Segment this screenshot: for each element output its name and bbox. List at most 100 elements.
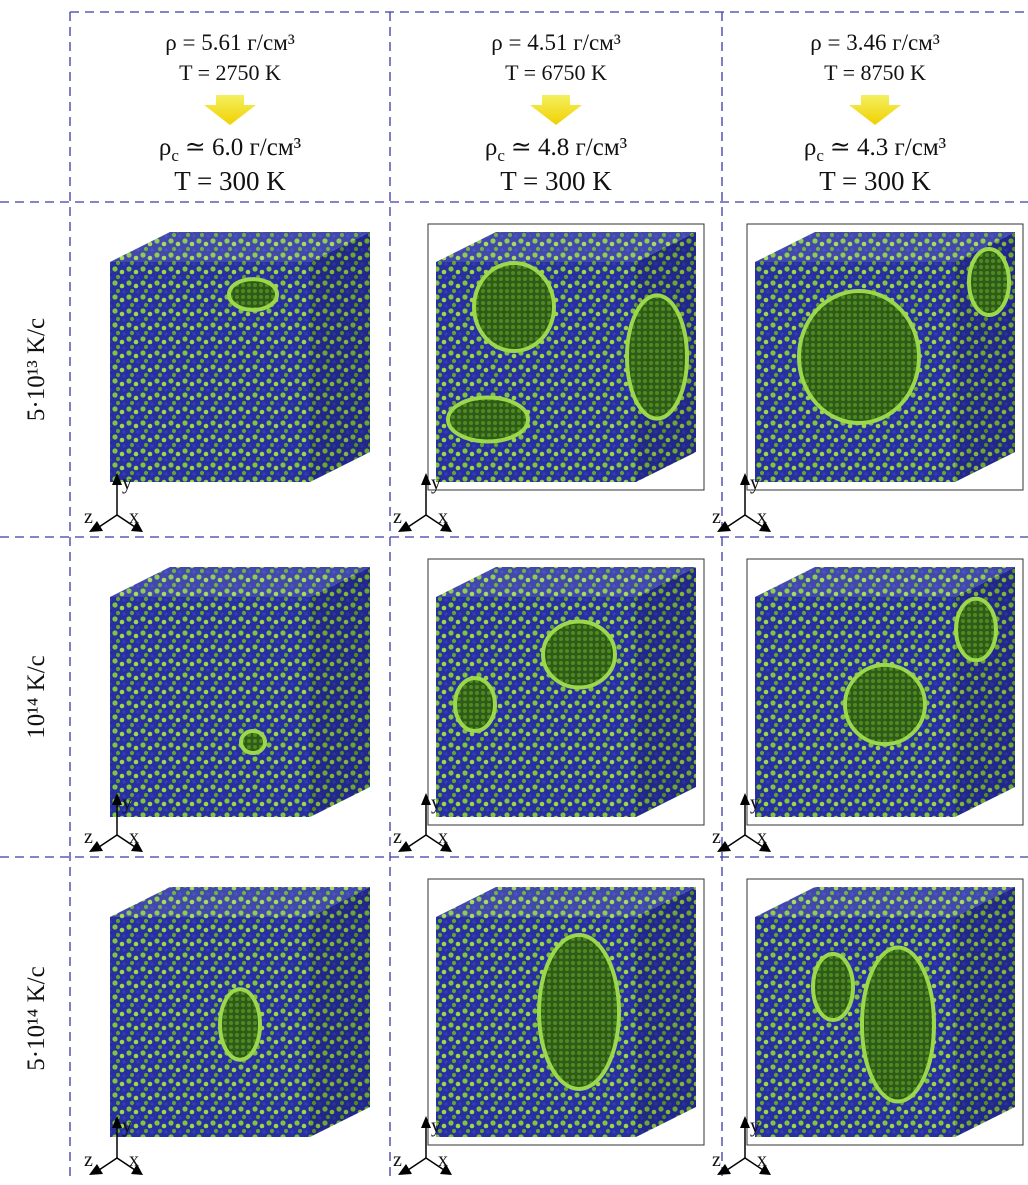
axis-label: z xyxy=(712,826,721,848)
axis-label: y xyxy=(122,792,132,814)
value: ≃ 4.3 г/см³ xyxy=(830,134,947,161)
density: ρ = 3.46 г/см³ xyxy=(810,30,940,55)
pore xyxy=(229,279,277,310)
density: ρ = 5.61 г/см³ xyxy=(165,30,295,55)
final-temperature: T = 300 K xyxy=(174,166,286,196)
pore xyxy=(969,249,1009,315)
temperature: T = 6750 K xyxy=(505,60,607,85)
axis-z xyxy=(99,515,117,527)
final-temperature: T = 300 K xyxy=(500,166,612,196)
axis-label: x xyxy=(438,826,448,848)
pore xyxy=(539,935,619,1089)
axis-label: y xyxy=(431,472,441,494)
axis-label: x xyxy=(757,506,767,528)
pore xyxy=(543,622,615,688)
axis-z xyxy=(727,515,745,527)
pore xyxy=(845,665,925,744)
final-density: ρc ≃ 4.3 г/см³ xyxy=(804,134,947,165)
axis-label: z xyxy=(712,1149,721,1171)
axis-label: z xyxy=(393,826,402,848)
pore xyxy=(956,599,996,661)
axis-z xyxy=(408,515,426,527)
subscript: c xyxy=(816,146,824,165)
symbol: ρ xyxy=(804,134,816,161)
axis-label: x xyxy=(129,506,139,528)
figure: ρ = 5.61 г/см³T = 2750 Kρc≃ 6.0 г/см³T =… xyxy=(0,0,1028,1180)
pore xyxy=(241,731,265,753)
subscript: c xyxy=(497,146,505,165)
simulation-cube: yx z xyxy=(393,559,704,852)
arrow-head xyxy=(421,1116,431,1128)
axis-label: y xyxy=(750,472,760,494)
simulation-cube: yx z xyxy=(393,879,704,1175)
axis-z xyxy=(99,1158,117,1170)
cube-side-shade xyxy=(310,887,370,1137)
cube-side-shade xyxy=(310,567,370,817)
pore xyxy=(799,291,919,423)
cube-side-shade xyxy=(310,232,370,482)
simulation-cube: yx z xyxy=(712,879,1023,1175)
final-temperature: T = 300 K xyxy=(819,166,931,196)
value: ≃ 6.0 г/см³ xyxy=(185,134,302,161)
axis-z xyxy=(99,835,117,847)
axis-label: y xyxy=(750,1115,760,1137)
pore xyxy=(813,954,853,1020)
axis-label: z xyxy=(84,506,93,528)
axis-label: z xyxy=(84,1149,93,1171)
axis-z xyxy=(727,1158,745,1170)
axis-label: z xyxy=(84,826,93,848)
cooling-arrow xyxy=(204,95,256,125)
arrow-head xyxy=(740,793,750,805)
axis-label: y xyxy=(122,472,132,494)
temperature: T = 2750 K xyxy=(179,60,281,85)
axis-label: x xyxy=(757,1149,767,1171)
arrow-head xyxy=(421,473,431,485)
axis-label: y xyxy=(431,1115,441,1137)
axis-z xyxy=(727,835,745,847)
cube-front xyxy=(110,262,310,482)
pore xyxy=(455,678,495,731)
pore xyxy=(862,948,934,1102)
axis-label: z xyxy=(712,506,721,528)
final-density: ρc ≃ 4.8 г/см³ xyxy=(485,134,628,165)
axis-label: x xyxy=(757,826,767,848)
simulation-cube: yx z xyxy=(84,232,370,532)
cube-side-shade xyxy=(955,887,1015,1137)
simulation-cube: yxz xyxy=(84,567,370,852)
symbol: ρ xyxy=(159,134,171,161)
cooling-rate: 5·10¹³ K/c xyxy=(23,318,50,421)
arrow-head xyxy=(421,793,431,805)
pore xyxy=(220,989,260,1059)
arrow-head xyxy=(740,473,750,485)
cube-front xyxy=(110,917,310,1137)
cube-side-shade xyxy=(636,567,696,817)
simulation-cube: yxz xyxy=(712,559,1023,852)
final-density: ρc ≃ 6.0 г/см³ xyxy=(159,134,302,165)
arrow-head xyxy=(740,1116,750,1128)
subscript: c xyxy=(171,146,179,165)
cooling-arrow xyxy=(849,95,901,125)
axis-label: z xyxy=(393,506,402,528)
axis-label: z xyxy=(393,1149,402,1171)
cooling-rate: 5·10¹⁴ K/c xyxy=(23,966,50,1070)
simulation-cube: yx z xyxy=(712,224,1023,532)
axis-label: y xyxy=(122,1115,132,1137)
axis-label: x xyxy=(438,506,448,528)
cube-side-shade xyxy=(636,887,696,1137)
simulation-cube: yx z xyxy=(84,887,370,1175)
axis-z xyxy=(408,835,426,847)
symbol: ρ xyxy=(485,134,497,161)
cube-front xyxy=(110,597,310,817)
axis-z xyxy=(408,1158,426,1170)
axis-label: x xyxy=(129,1149,139,1171)
cooling-rate: 10¹⁴ K/c xyxy=(23,655,50,739)
pore xyxy=(627,295,687,418)
value: ≃ 4.8 г/см³ xyxy=(511,134,628,161)
simulation-cube: yx z xyxy=(393,224,704,532)
density: ρ = 4.51 г/см³ xyxy=(491,30,621,55)
temperature: T = 8750 K xyxy=(824,60,926,85)
pore xyxy=(448,398,528,442)
axis-label: y xyxy=(431,792,441,814)
cooling-arrow xyxy=(530,95,582,125)
axis-label: x xyxy=(438,1149,448,1171)
